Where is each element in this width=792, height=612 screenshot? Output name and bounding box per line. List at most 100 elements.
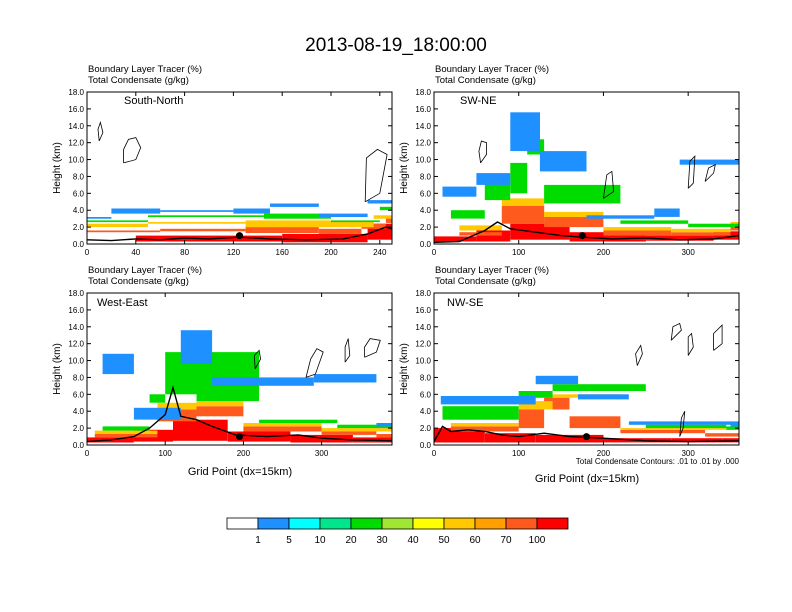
tracer-band-50 — [196, 401, 244, 407]
tracer-band-1 — [87, 217, 112, 219]
y-tick-label: 14.0 — [68, 122, 84, 131]
y-tick-label: 10.0 — [68, 357, 84, 366]
tracer-band-100 — [173, 419, 228, 441]
tracer-band-70 — [94, 434, 158, 438]
tracer-band-50 — [603, 227, 672, 231]
tracer-band-70 — [160, 228, 246, 232]
tracer-band-100 — [434, 236, 477, 242]
tracer-band-100 — [645, 235, 714, 241]
tracer-band-50 — [243, 423, 322, 427]
y-tick-label: 6.0 — [420, 390, 432, 399]
tracer-band-70 — [501, 206, 545, 224]
panel-var-label-1: Boundary Layer Tracer (%) — [435, 64, 549, 75]
condensate-contour — [603, 170, 615, 199]
tracer-band-70 — [544, 217, 604, 228]
tracer-band-1 — [628, 421, 731, 425]
colorbar-swatch — [288, 517, 321, 530]
colorbar-swatch — [226, 517, 259, 530]
y-tick-label: 16.0 — [415, 306, 431, 315]
y-tick-label: 10.0 — [415, 156, 431, 165]
plot-frame — [86, 91, 393, 245]
condensate-contour — [713, 324, 723, 351]
condensate-contour — [364, 148, 388, 203]
y-tick-label: 6.0 — [73, 189, 85, 198]
tracer-band-100 — [476, 230, 511, 242]
condensate-contour — [97, 121, 104, 142]
x-tick-label: 0 — [432, 449, 437, 458]
x-tick-label: 0 — [85, 449, 90, 458]
x-tick-label: 160 — [276, 248, 290, 257]
tracer-band-1 — [442, 186, 477, 197]
tracer-band-70 — [318, 228, 362, 234]
panel-var-label-2: Total Condensate (g/kg) — [88, 276, 189, 287]
x-tick-label: 200 — [597, 248, 611, 257]
tracer-band-100 — [282, 233, 368, 243]
panel-west-east: Boundary Layer Tracer (%) Total Condensa… — [52, 265, 393, 478]
tracer-band-50 — [148, 222, 246, 224]
colorbar-swatch — [443, 517, 476, 530]
tracer-band-50 — [245, 220, 331, 228]
x-tick-label: 100 — [512, 449, 526, 458]
x-tick-label: 300 — [681, 248, 695, 257]
tracer-band-100 — [510, 223, 570, 240]
y-tick-label: 10.0 — [68, 156, 84, 165]
panel-var-label-1: Boundary Layer Tracer (%) — [88, 64, 202, 75]
panel-var-label-1: Boundary Layer Tracer (%) — [88, 265, 202, 276]
y-tick-label: 4.0 — [73, 407, 85, 416]
tracer-band-70 — [243, 426, 322, 432]
tracer-band-1 — [730, 421, 739, 427]
colorbar-swatch — [536, 517, 569, 530]
tracer-band-1 — [212, 377, 314, 386]
y-tick-label: 16.0 — [68, 105, 84, 114]
condensate-contour — [704, 163, 716, 182]
location-marker — [236, 232, 243, 240]
tracer-band-70 — [196, 406, 244, 417]
x-tick-label: 0 — [85, 248, 90, 257]
tracer-band-20 — [645, 424, 727, 429]
y-ticks: 0.0 2.0 4.0 6.0 8.0 10.0 12.0 14.0 16.0 18.0 — [68, 289, 392, 450]
tracer-band-20 — [87, 220, 148, 223]
tracer-band-1 — [233, 208, 270, 214]
panel-nw-se: Boundary Layer Tracer (%) Total Condensa… — [399, 265, 740, 485]
tracer-band-70 — [544, 397, 570, 410]
plot-frame — [433, 91, 740, 245]
tracer-band-20 — [442, 406, 519, 420]
panel-var-label-2: Total Condensate (g/kg) — [435, 75, 536, 86]
y-tick-label: 0.0 — [73, 441, 85, 450]
plot-frame — [433, 292, 740, 446]
tracer-band-20 — [331, 220, 380, 223]
condensate-contour — [635, 344, 643, 366]
tracer-band-50 — [620, 428, 739, 430]
tracer-band-100 — [671, 438, 722, 443]
tracer-band-1 — [679, 159, 739, 165]
tracer-band-50 — [671, 228, 731, 233]
panel-sw-ne: Boundary Layer Tracer (%) Total Condensa… — [399, 64, 740, 257]
y-tick-label: 10.0 — [415, 357, 431, 366]
panel-plot — [434, 322, 739, 443]
y-axis-label: Height (km) — [399, 343, 410, 395]
colorbar-swatch — [381, 517, 414, 530]
tracer-band-1 — [180, 330, 213, 364]
tracer-band-20 — [688, 223, 739, 228]
tracer-band-70 — [87, 230, 161, 233]
y-ticks: 0.0 2.0 4.0 6.0 8.0 10.0 12.0 14.0 16.0 18.0 — [415, 88, 739, 249]
tracer-band-1 — [376, 423, 392, 427]
y-axis-label: Height (km) — [52, 343, 63, 395]
tracer-band-1 — [510, 112, 540, 152]
tracer-band-50 — [373, 215, 392, 219]
contour-note: Total Condensate Contours: .01 to .01 by… — [576, 457, 740, 466]
y-tick-label: 12.0 — [68, 139, 84, 148]
x-tick-label: 40 — [131, 248, 140, 257]
tracer-band-70 — [376, 434, 392, 438]
tracer-band-70 — [518, 409, 545, 429]
tracer-band-70 — [569, 416, 621, 429]
x-tick-label: 200 — [597, 449, 611, 458]
tracer-band-20 — [379, 206, 392, 211]
tracer-band-20 — [337, 424, 392, 429]
y-tick-label: 6.0 — [420, 189, 432, 198]
x-ticks: 0 100 200 300 — [432, 92, 695, 257]
x-tick-label: 240 — [373, 248, 387, 257]
y-tick-label: 4.0 — [420, 206, 432, 215]
tracer-band-20 — [518, 391, 553, 398]
x-tick-label: 300 — [681, 449, 695, 458]
